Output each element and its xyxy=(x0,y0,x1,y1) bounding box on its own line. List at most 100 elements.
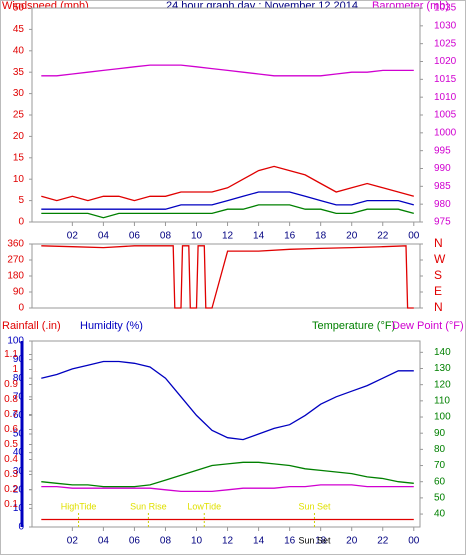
plot-area xyxy=(31,243,421,309)
x-tick-label: 16 xyxy=(284,231,296,242)
y-tick-label: 90 xyxy=(13,354,25,365)
x-tick-label: 10 xyxy=(191,536,203,547)
x-tick-label: 12 xyxy=(222,231,234,242)
x-tick-label: 08 xyxy=(160,536,172,547)
y2-tick-label: 985 xyxy=(434,181,451,192)
y2-tick-label: W xyxy=(434,252,446,266)
y-tick-label: 0.4 xyxy=(4,454,18,465)
y2-axis-label: Barometer (mb) xyxy=(372,0,449,12)
y-tick-label: 360 xyxy=(7,239,24,250)
x-tick-label: 14 xyxy=(253,536,265,547)
y2-tick-label: 980 xyxy=(434,199,451,210)
y-tick-label: 40 xyxy=(13,45,25,56)
y-tick-label: 35 xyxy=(13,67,25,78)
plot-area xyxy=(31,340,421,528)
x-tick-label: 00 xyxy=(408,536,420,547)
x-tick-label: 22 xyxy=(377,231,389,242)
y-tick-label: 1.1 xyxy=(4,349,18,360)
y-tick-label: 50 xyxy=(13,3,25,14)
x-tick-label: 20 xyxy=(346,536,358,547)
y-tick-label: 5 xyxy=(18,195,24,206)
plot-area xyxy=(31,7,421,223)
series-line xyxy=(41,165,414,202)
y-tick-label: 30 xyxy=(13,466,25,477)
x-tick-label: 10 xyxy=(191,231,203,242)
y-tick-label: 100 xyxy=(7,336,24,347)
y2-tick-label: 130 xyxy=(434,363,451,374)
y2-tick-label: 975 xyxy=(434,217,451,228)
annotation: Sun Rise xyxy=(130,501,167,511)
y-tick-label: 10 xyxy=(13,174,25,185)
y2-tick-label: S xyxy=(434,268,442,282)
y2-tick-label: N xyxy=(434,236,443,250)
y2-tick-label: 990 xyxy=(434,163,451,174)
y3-axis-label: Rainfall (.in) xyxy=(2,320,61,332)
y2-tick-label: N xyxy=(434,300,443,314)
y2-tick-label: 100 xyxy=(434,412,451,423)
y2-tick-label: 60 xyxy=(434,476,446,487)
y2-tick-label: 140 xyxy=(434,347,451,358)
x-tick-label: 06 xyxy=(129,536,141,547)
y-tick-label: 80 xyxy=(13,373,25,384)
x-tick-label: 16 xyxy=(284,536,296,547)
y-axis-label: Windspeed (mph) xyxy=(2,0,89,12)
y-tick-label: 40 xyxy=(13,447,25,458)
y-tick-label: 70 xyxy=(13,391,25,402)
y2-tick-label: 80 xyxy=(434,444,446,455)
y-tick-label: 0.6 xyxy=(4,424,18,435)
y-tick-label: 0 xyxy=(18,303,24,314)
series-line xyxy=(41,484,414,493)
x-tick-label: 22 xyxy=(377,536,389,547)
y-tick-label: 45 xyxy=(13,24,25,35)
y2-tick-label: 90 xyxy=(434,428,446,439)
x-tick-label: 20 xyxy=(346,231,358,242)
y2-tick-label: 1025 xyxy=(434,38,457,49)
series-line xyxy=(41,360,414,441)
y2-tick-label: 1020 xyxy=(434,56,457,67)
y-tick-label: 20 xyxy=(13,131,25,142)
y-tick-label: 15 xyxy=(13,152,25,163)
annotation: HighTide xyxy=(61,501,97,511)
x-tick-label: 18 xyxy=(315,536,327,547)
y2-tick-label: 995 xyxy=(434,145,451,156)
y-tick-label: 1 xyxy=(12,364,18,375)
y-tick-label: 0.2 xyxy=(4,484,18,495)
y2-tick-label: 1030 xyxy=(434,20,457,31)
y-tick-label: 0.1 xyxy=(4,499,18,510)
x-tick-label: 14 xyxy=(253,231,265,242)
annotation: Sun Set xyxy=(298,501,331,511)
x-tick-label: 02 xyxy=(67,231,79,242)
y-tick-label: 0.5 xyxy=(4,439,18,450)
y-tick-label: 0.9 xyxy=(4,379,18,390)
series-line xyxy=(41,245,414,309)
y-tick-label: 30 xyxy=(13,88,25,99)
x-tick-label: 08 xyxy=(160,231,172,242)
x-tick-label: 06 xyxy=(129,231,141,242)
annotation: LowTide xyxy=(187,501,221,511)
y-tick-label: 10 xyxy=(13,503,25,514)
y-tick-label: 0.3 xyxy=(4,469,18,480)
y2-tick-label: 1015 xyxy=(434,74,457,85)
y-tick-label: 50 xyxy=(13,429,25,440)
series-line xyxy=(41,204,414,219)
x-note: Sun Set xyxy=(298,535,331,545)
y2-tick-label: 120 xyxy=(434,379,451,390)
x-tick-label: 04 xyxy=(98,231,110,242)
y2-tick-label: 1005 xyxy=(434,110,457,121)
y-tick-label: 25 xyxy=(13,110,25,121)
y2-tick-label: 70 xyxy=(434,460,446,471)
y2-tick-label: 50 xyxy=(434,493,446,504)
y2-axis-label: Temperature (°F) xyxy=(312,320,395,332)
x-tick-label: 12 xyxy=(222,536,234,547)
y2-tick-label: 1035 xyxy=(434,3,457,14)
y-tick-label: 60 xyxy=(13,410,25,421)
series-line xyxy=(41,64,414,77)
y-tick-label: 90 xyxy=(13,287,25,298)
y-tick-label: 0 xyxy=(18,522,24,533)
y2-tick-label: 1000 xyxy=(434,127,457,138)
x-tick-label: 18 xyxy=(315,231,327,242)
y-tick-label: 180 xyxy=(7,271,24,282)
y-tick-label: 270 xyxy=(7,255,24,266)
